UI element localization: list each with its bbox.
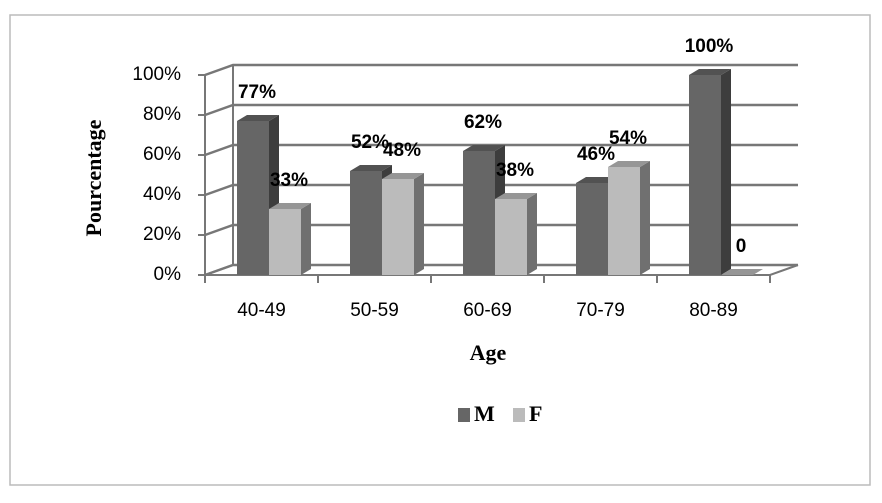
data-label: 100%	[685, 36, 734, 57]
bar	[382, 179, 414, 275]
bar-top	[689, 69, 731, 75]
bar-top	[350, 165, 392, 171]
bar-side	[640, 161, 650, 275]
legend-label: M	[474, 401, 495, 426]
bar-top	[576, 177, 618, 183]
x-tick-label: 50-59	[350, 300, 399, 321]
x-axis-title: Age	[470, 340, 507, 365]
bar-side	[414, 173, 424, 275]
bar	[495, 199, 527, 275]
data-label: 38%	[496, 160, 534, 181]
bar-side	[721, 69, 731, 275]
data-label: 33%	[270, 170, 308, 191]
data-label: 52%	[351, 132, 389, 153]
y-axis-title: Pourcentage	[81, 119, 106, 236]
data-label: 77%	[238, 82, 276, 103]
bar-top	[495, 193, 537, 199]
bar-top	[608, 161, 650, 167]
bar	[237, 121, 269, 275]
bar-top	[237, 115, 279, 121]
bar-top	[721, 269, 763, 275]
bar-top	[463, 145, 505, 151]
legend-label: F	[529, 401, 542, 426]
grid-line	[204, 143, 798, 157]
bar	[463, 151, 495, 275]
bar	[608, 167, 640, 275]
legend-swatch	[513, 408, 525, 422]
bar-side	[301, 203, 311, 275]
x-tick-label: 80-89	[689, 300, 738, 321]
data-label: 54%	[609, 128, 647, 149]
y-tick-label: 80%	[143, 104, 181, 125]
bar	[576, 183, 608, 275]
data-label: 48%	[383, 140, 421, 161]
bar-top	[269, 203, 311, 209]
y-tick-label: 0%	[154, 264, 182, 285]
grid-line	[204, 63, 798, 77]
grid-line	[204, 103, 798, 117]
y-tick-label: 20%	[143, 224, 181, 245]
x-tick-label: 60-69	[463, 300, 512, 321]
data-label: 62%	[464, 112, 502, 133]
bar-top	[382, 173, 424, 179]
bar	[350, 171, 382, 275]
data-label: 0	[736, 236, 747, 257]
data-label: 46%	[577, 144, 615, 165]
bar-side	[527, 193, 537, 275]
y-tick-label: 60%	[143, 144, 181, 165]
x-tick-label: 40-49	[237, 300, 286, 321]
legend-swatch	[458, 408, 470, 422]
y-tick-label: 100%	[132, 64, 181, 85]
bar	[689, 75, 721, 275]
bar	[269, 209, 301, 275]
x-tick-label: 70-79	[576, 300, 625, 321]
y-tick-label: 40%	[143, 184, 181, 205]
